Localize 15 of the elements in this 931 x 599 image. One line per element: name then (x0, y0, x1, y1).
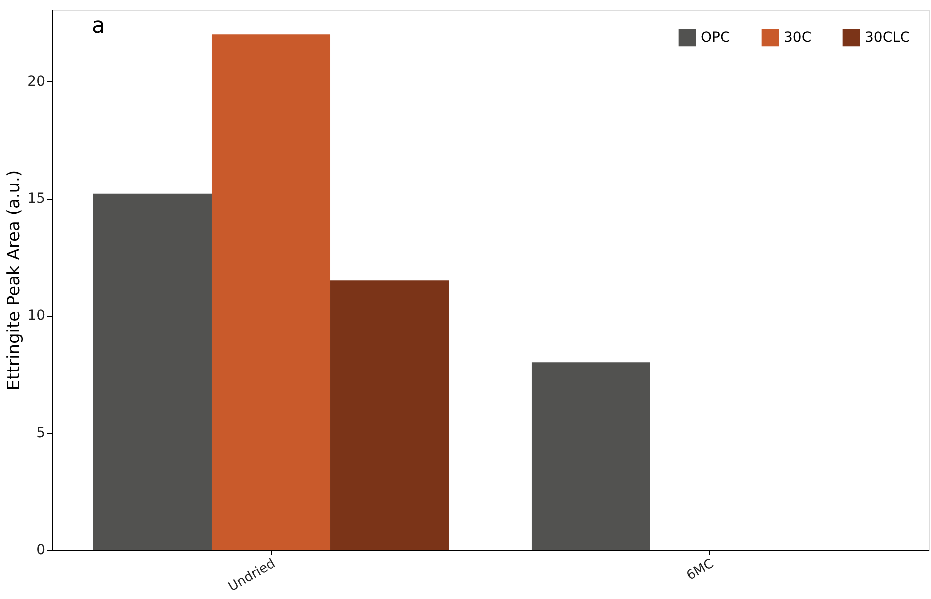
y-tick-label: 20 (28, 74, 46, 90)
bar (532, 362, 650, 550)
y-tick-label: 15 (28, 191, 46, 208)
bar (330, 280, 450, 550)
annotation: a (92, 14, 106, 39)
legend-label: 30CLC (865, 30, 910, 46)
bar (212, 34, 331, 550)
legend-label: 30C (784, 30, 812, 46)
y-tick-label: 0 (36, 542, 46, 558)
x-tick-label: 6MC (684, 556, 717, 584)
y-tick-label: 5 (36, 425, 46, 442)
y-tick-label: 10 (28, 308, 46, 324)
y-axis-title: Ettringite Peak Area (a.u.) (4, 170, 25, 391)
bar (93, 194, 212, 550)
legend-label: OPC (701, 30, 730, 46)
